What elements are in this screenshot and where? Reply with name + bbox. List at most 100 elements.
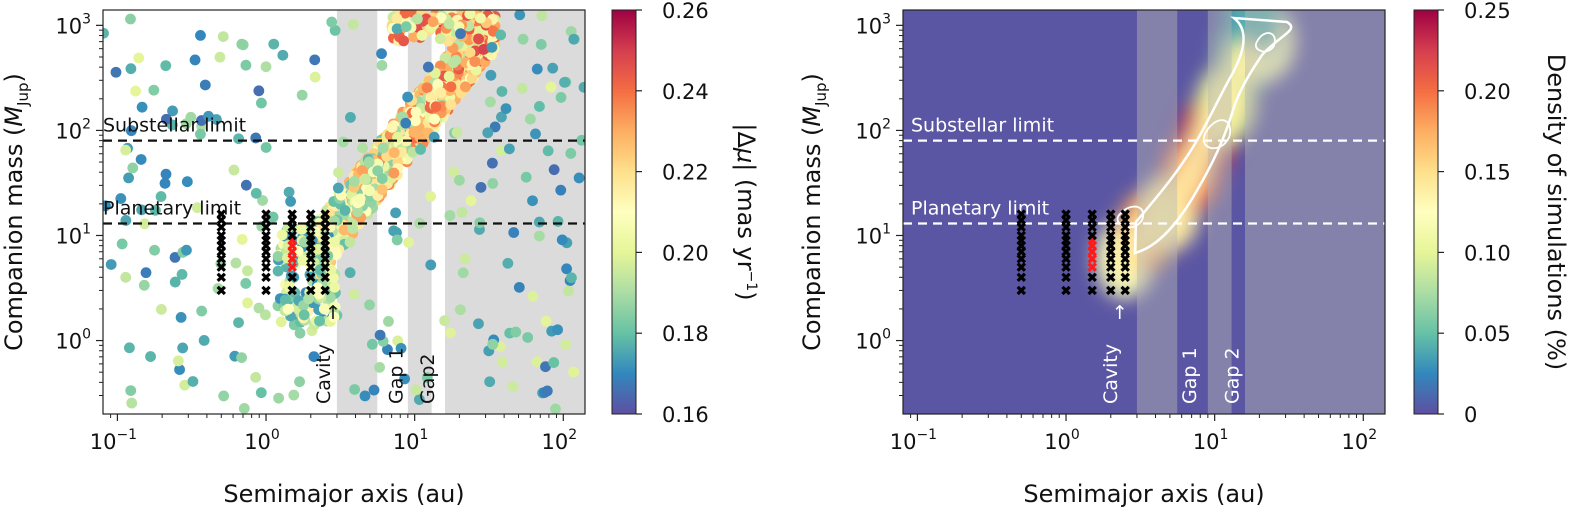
left-data-point [276,229,288,241]
left-data-point [550,403,561,414]
right-colorbar-tick-label: 0.20 [1464,80,1511,104]
left-data-point [325,264,337,276]
left-data-point [329,236,340,248]
left-data-point [125,385,137,397]
left-data-point [313,288,325,300]
left-data-point [540,361,551,373]
left-data-point [503,143,515,155]
left-data-point [330,249,342,261]
right-y-tick-base: 10 [855,119,882,143]
left-data-point [556,234,568,246]
right-grid-marker [1016,262,1027,272]
left-grid-marker [306,272,316,283]
right-grid-marker [1120,272,1130,283]
left-data-point [524,113,536,125]
left-data-point [125,63,137,75]
left-data-point [422,61,434,73]
left-data-point [195,128,206,140]
right-density-ridge [1108,39,1262,276]
left-data-point [339,204,351,216]
right-grid-marker [1120,262,1130,272]
left-data-point [195,29,206,41]
left-marker-stroke [216,272,227,283]
left-data-point [560,339,572,351]
right-shaded-regions [1136,10,1385,414]
left-data-point [253,85,265,97]
left-data-point [459,81,471,93]
left-data-point [354,193,366,205]
right-colorbar-tick-label: 0.15 [1464,161,1511,185]
right-grid-marker [1087,272,1097,283]
left-data-point [135,154,147,165]
left-data-point [159,177,171,189]
left-limit-label: Planetary limit [103,198,241,220]
left-data-point [388,147,400,159]
left-data-point [421,82,433,94]
left-grid-marker [320,262,330,272]
left-marker-stroke [306,209,316,219]
left-data-point [390,207,402,219]
left-y-tick-base: 10 [55,14,82,38]
left-data-point [169,252,181,263]
left-marker-stroke [306,272,316,283]
left-data-point [430,101,442,113]
left-data-point [236,38,248,50]
left-grid-marker [306,230,316,241]
left-data-point [230,257,242,269]
left-data-point [344,236,356,248]
left-y-tick-base: 10 [55,330,82,354]
left-colorbar-tick-label: 0.22 [662,161,709,185]
left-grid-marker [261,209,271,219]
left-data-point [522,332,534,343]
right-x-tick-exp: 2 [1368,427,1377,443]
left-data-point [285,195,296,207]
left-data-point [445,99,457,110]
left-data-point [176,269,188,280]
right-grid-marker [1087,209,1097,219]
left-data-point [448,57,459,69]
left-data-point [308,351,320,362]
left-data-point [240,278,252,289]
left-grid-marker [287,209,297,219]
right-y-tick-exp: 0 [882,327,891,343]
left-grid-marker [216,262,227,272]
left-data-point [356,165,368,176]
left-marker-stroke [320,262,330,272]
left-data-point [475,181,487,193]
left-data-point [120,144,132,156]
left-grid-marker [320,285,330,296]
left-data-point [214,51,226,63]
left-x-axis-label: Semimajor axis (au) [223,480,464,508]
left-data-point [531,356,543,368]
right-marker-stroke [1087,230,1097,241]
right-x-axis-label: Semimajor axis (au) [1023,480,1264,508]
left-data-point [326,16,338,28]
left-data-point [500,103,512,114]
left-data-point [103,200,111,212]
left-data-point [256,97,267,109]
left-data-point [555,184,567,196]
right-marker-stroke [1061,272,1071,283]
left-data-point [400,21,412,33]
left-panel: Substellar limit Planetary limit Cavity ↑ G… [0,0,760,508]
left-data-point [160,60,172,72]
left-data-point [272,265,284,277]
left-data-point [169,276,181,288]
left-data-point [454,304,466,316]
left-data-point [391,13,403,24]
left-colorbar-label: |Δμ| (mas yr−1) [732,123,760,300]
left-data-point [548,357,560,368]
left-data-point [486,157,498,169]
left-data-point [250,132,262,144]
right-x-tick-label: 101 [1193,427,1229,454]
left-marker-stroke [261,285,271,296]
left-data-point [548,164,560,176]
left-data-point [514,10,526,21]
left-x-tick-base: 10 [541,430,568,454]
left-data-point [475,12,486,24]
left-data-point [288,389,300,401]
left-data-point [155,191,167,202]
left-data-point [136,204,148,216]
left-colorbar-tick-label: 0.20 [662,241,709,265]
